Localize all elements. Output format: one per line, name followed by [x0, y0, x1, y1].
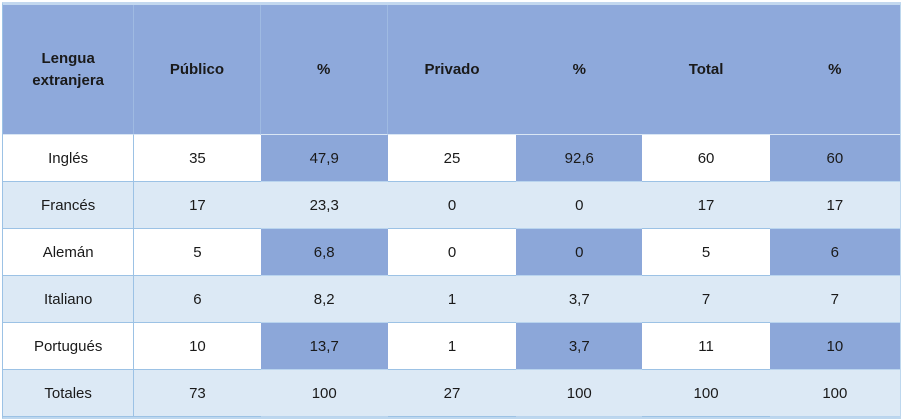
- value-cell: 100: [260, 370, 388, 417]
- value-cell: 17: [769, 182, 900, 229]
- value-cell: 1: [387, 323, 517, 370]
- value-cell: 0: [387, 229, 517, 276]
- value-cell: 6,8: [260, 229, 388, 276]
- value-cell: 0: [516, 182, 643, 229]
- value-cell: 35: [134, 135, 261, 182]
- value-cell: 100: [769, 370, 900, 417]
- table-header: Lengua extranjera Público% Privado% Total%: [3, 5, 900, 135]
- column-header-4: %: [516, 5, 643, 135]
- value-cell: 10: [134, 323, 261, 370]
- value-cell: 6: [769, 229, 900, 276]
- value-cell: 60: [769, 135, 900, 182]
- column-header-3: Privado: [387, 5, 517, 135]
- column-header-6: %: [769, 5, 900, 135]
- table-row-1: Francés 17 23,3 0 0 17 17: [3, 182, 900, 229]
- value-cell: 0: [387, 182, 517, 229]
- row-label-cell: Inglés: [3, 135, 135, 182]
- table-row-0: Inglés 35 47,9 25 92,6 60 60: [3, 135, 900, 182]
- header-row: Lengua extranjera Público% Privado% Total%: [3, 5, 900, 135]
- row-label-cell: Alemán: [3, 229, 135, 276]
- value-cell: 17: [134, 182, 261, 229]
- value-cell: 27: [387, 370, 517, 417]
- value-cell: 5: [642, 229, 770, 276]
- value-cell: 1: [387, 276, 517, 323]
- table-row-5: Totales 73 100 27 100 100 100: [3, 370, 900, 417]
- value-cell: 8,2: [260, 276, 388, 323]
- value-cell: 92,6: [516, 135, 643, 182]
- value-cell: 60: [642, 135, 770, 182]
- value-cell: 23,3: [260, 182, 388, 229]
- value-cell: 17: [642, 182, 770, 229]
- value-cell: 3,7: [516, 323, 643, 370]
- column-header-5: Total: [642, 5, 770, 135]
- value-cell: 0: [516, 229, 643, 276]
- table-row-4: Portugués 10 13,7 1 3,7 11 10: [3, 323, 900, 370]
- value-cell: 3,7: [516, 276, 643, 323]
- value-cell: 100: [516, 370, 643, 417]
- column-header-1: Público: [134, 5, 261, 135]
- row-label-cell: Totales: [3, 370, 135, 417]
- value-cell: 5: [134, 229, 261, 276]
- value-cell: 7: [642, 276, 770, 323]
- row-label-cell: Italiano: [3, 276, 135, 323]
- value-cell: 7: [769, 276, 900, 323]
- table-row-3: Italiano 6 8,2 1 3,7 7 7: [3, 276, 900, 323]
- value-cell: 11: [642, 323, 770, 370]
- value-cell: 100: [642, 370, 770, 417]
- value-cell: 47,9: [260, 135, 388, 182]
- value-cell: 25: [387, 135, 517, 182]
- value-cell: 73: [134, 370, 261, 417]
- value-cell: 13,7: [260, 323, 388, 370]
- row-label-cell: Francés: [3, 182, 135, 229]
- table-body: Inglés 35 47,9 25 92,6 60 60 Francés 17 23,3 0 0 17 1…: [3, 135, 900, 417]
- value-cell: 6: [134, 276, 261, 323]
- value-cell: 10: [769, 323, 900, 370]
- row-label-cell: Portugués: [3, 323, 135, 370]
- table-row-2: Alemán 5 6,8 0 0 5 6: [3, 229, 900, 276]
- column-header-0: Lengua extranjera: [3, 5, 135, 135]
- column-header-2: %: [260, 5, 388, 135]
